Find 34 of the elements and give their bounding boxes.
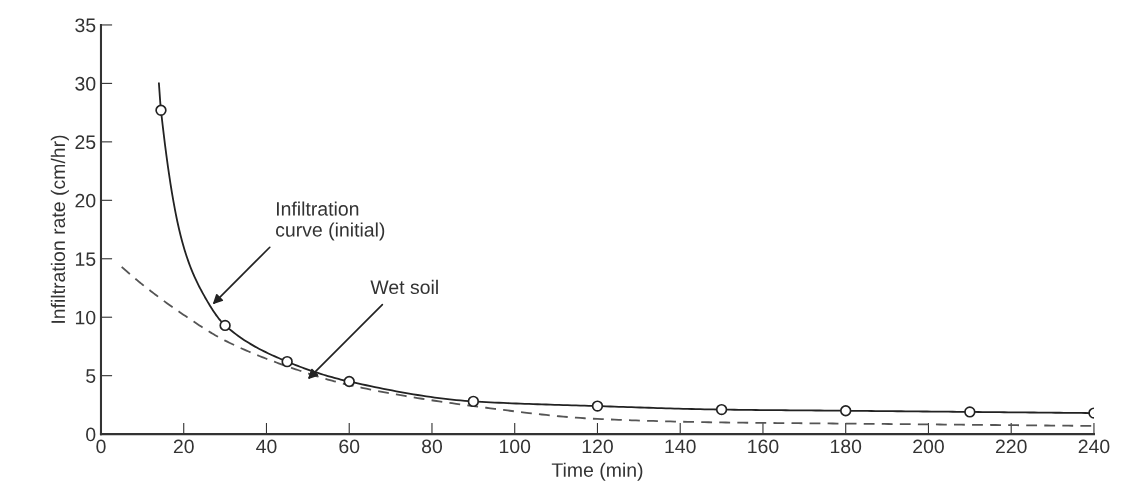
- x-tick-label: 220: [995, 439, 1027, 454]
- x-axis-title: Time (min): [551, 462, 643, 481]
- point: [840, 405, 852, 417]
- x-tick-label: 160: [748, 439, 779, 454]
- point: [155, 104, 167, 116]
- x-tick-label: 60: [339, 439, 360, 454]
- y-axis-title: Infiltration rate (cm/hr): [50, 135, 69, 323]
- annotation: Infiltration curve (initial): [276, 201, 385, 241]
- x-tick-label: 140: [665, 439, 696, 454]
- x-tick-label: 200: [913, 439, 944, 454]
- point: [715, 403, 728, 416]
- y-tick-label: 5: [86, 369, 96, 383]
- y-tick-label: 0: [86, 427, 96, 442]
- x-tick-label: 40: [256, 439, 277, 454]
- point: [964, 406, 976, 418]
- x-tick-label: 0: [96, 439, 106, 454]
- x-tick-label: 180: [830, 439, 862, 454]
- point: [281, 355, 293, 368]
- point: [591, 400, 604, 412]
- point: [467, 395, 480, 408]
- y-tick-label: 25: [75, 135, 96, 150]
- y-tick-label: 30: [75, 76, 96, 91]
- x-tick-label: 80: [422, 439, 443, 454]
- point: [219, 319, 231, 332]
- x-tick-label: 120: [582, 439, 613, 454]
- y-tick-label: 15: [75, 252, 96, 266]
- x-tick-label: 240: [1078, 439, 1110, 454]
- y-tick-label: 20: [75, 193, 96, 208]
- y-tick-label: 10: [75, 310, 96, 325]
- x-tick-label: 100: [499, 439, 531, 454]
- point: [343, 375, 355, 388]
- annotation: Wet soil: [370, 279, 438, 295]
- x-tick-label: 20: [173, 439, 194, 454]
- y-tick-label: 35: [75, 18, 96, 33]
